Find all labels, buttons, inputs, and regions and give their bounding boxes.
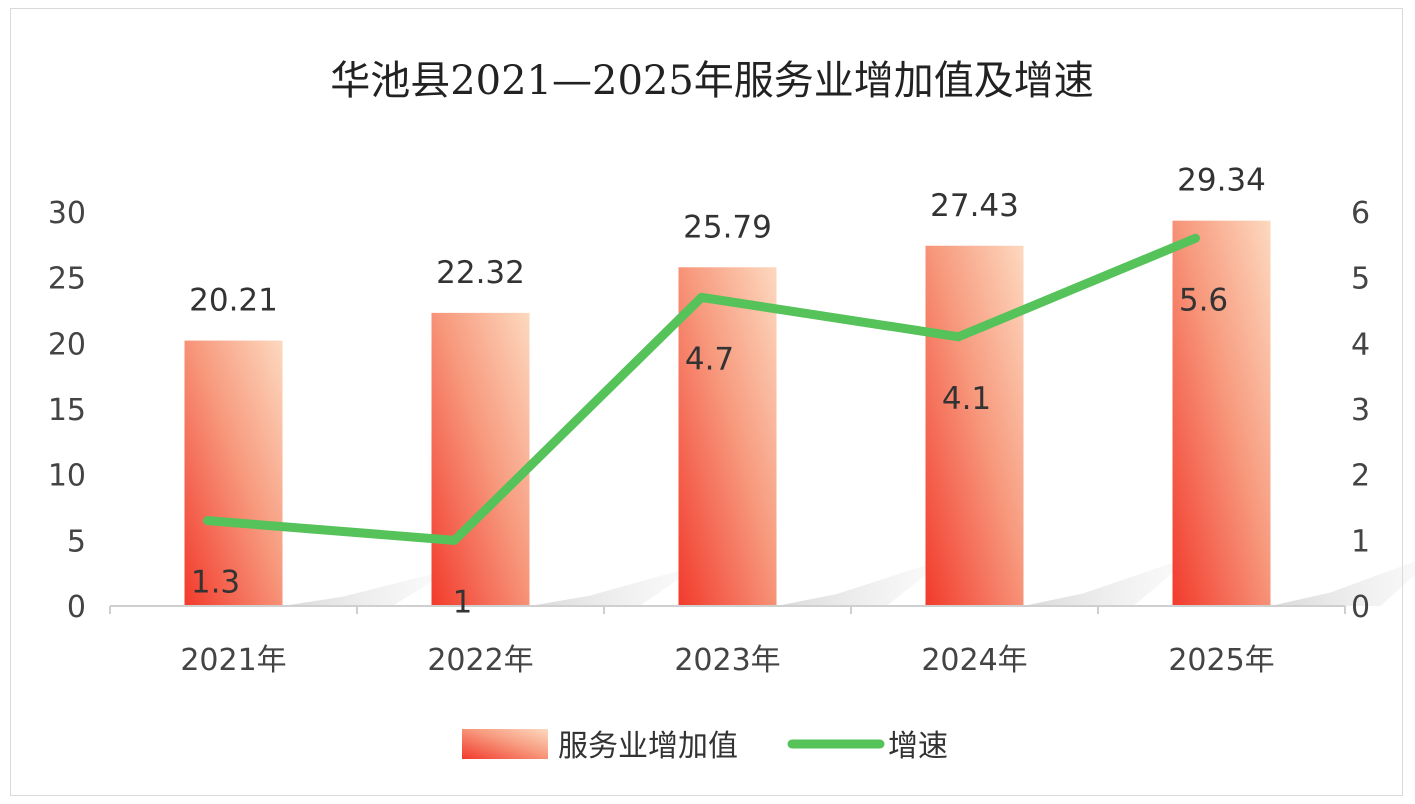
bar-value-label: 27.43: [930, 188, 1019, 224]
bar-shadow: [1270, 561, 1415, 606]
growth-value-label: 1.3: [191, 565, 240, 601]
growth-point: [453, 539, 456, 542]
chart-title: 华池县2021—2025年服务业增加值及增速: [330, 58, 1094, 104]
y-right-tick-label: 1: [1351, 524, 1370, 559]
bar: [431, 312, 530, 606]
growth-value-label: 4.1: [942, 381, 991, 417]
growth-point: [206, 519, 209, 522]
bar-shadow: [282, 568, 453, 606]
legend-label-line: 增速: [888, 729, 948, 764]
legend-swatch-bar: [462, 729, 548, 759]
bar-shadow: [529, 564, 700, 606]
bar-shadows: [282, 555, 1415, 606]
y-right-tick-label: 2: [1351, 459, 1370, 494]
y-right-tick-label: 6: [1351, 196, 1370, 231]
growth-point: [957, 335, 960, 338]
bar-shadow: [1023, 555, 1194, 606]
y-right-tick-label: 3: [1351, 393, 1370, 428]
bar: [184, 340, 283, 606]
y-axis-left-ticks: 0 5 10 15 20 25 30: [48, 196, 86, 625]
legend: 服务业增加值 增速: [462, 729, 948, 764]
bar-value-label: 20.21: [189, 283, 278, 319]
x-tick-label: 2023年: [674, 643, 780, 678]
growth-point: [1194, 237, 1197, 240]
y-left-tick-label: 10: [48, 459, 86, 494]
legend-label-bar: 服务业增加值: [558, 729, 738, 764]
y-right-tick-label: 5: [1351, 262, 1370, 297]
bars: [184, 220, 1271, 606]
x-tick-label: 2025年: [1168, 643, 1274, 678]
growth-line: [203, 233, 1200, 545]
bar-value-label: 29.34: [1177, 163, 1266, 199]
x-axis-ticks: 2021年 2022年 2023年 2024年 2025年: [109, 606, 1346, 678]
growth-value-label: 4.7: [685, 341, 734, 377]
y-right-tick-label: 0: [1351, 590, 1370, 625]
y-right-tick-label: 4: [1351, 327, 1370, 362]
bar: [925, 245, 1024, 606]
bar: [1172, 220, 1271, 606]
x-tick-label: 2022年: [427, 643, 533, 678]
x-tick-label: 2024年: [921, 643, 1027, 678]
y-left-tick-label: 15: [48, 393, 86, 428]
bar-value-label: 25.79: [683, 209, 772, 245]
y-left-tick-label: 20: [48, 327, 86, 362]
growth-value-label: 5.6: [1179, 282, 1228, 318]
y-left-tick-label: 0: [67, 590, 86, 625]
y-axis-right-ticks: 0 1 2 3 4 5 6: [1351, 196, 1370, 625]
bar-value-label: 22.32: [436, 255, 525, 291]
bar-shadow: [776, 558, 947, 606]
x-tick-label: 2021年: [180, 643, 286, 678]
y-left-tick-label: 25: [48, 262, 86, 297]
growth-point: [700, 296, 703, 299]
bar: [678, 267, 777, 606]
y-left-tick-label: 30: [48, 196, 86, 231]
data-labels: 20.21 22.32 25.79 27.43 29.34 1.3 1 4.7 4.1 5.6: [189, 163, 1266, 621]
y-left-tick-label: 5: [67, 524, 86, 559]
growth-value-label: 1: [453, 584, 473, 620]
